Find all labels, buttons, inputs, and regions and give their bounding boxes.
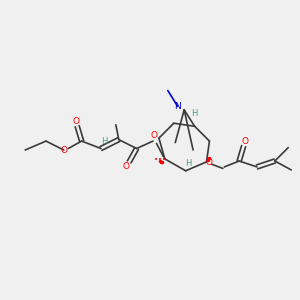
Text: N: N	[174, 102, 181, 111]
Text: O: O	[151, 131, 158, 140]
Text: •••: •••	[154, 157, 166, 163]
Text: O: O	[205, 158, 212, 167]
Text: O: O	[60, 146, 67, 154]
Text: H: H	[185, 159, 192, 168]
Text: O: O	[123, 162, 130, 171]
Text: H: H	[101, 136, 107, 146]
Text: H: H	[191, 109, 198, 118]
Text: O: O	[242, 137, 249, 146]
Text: O: O	[72, 117, 79, 126]
